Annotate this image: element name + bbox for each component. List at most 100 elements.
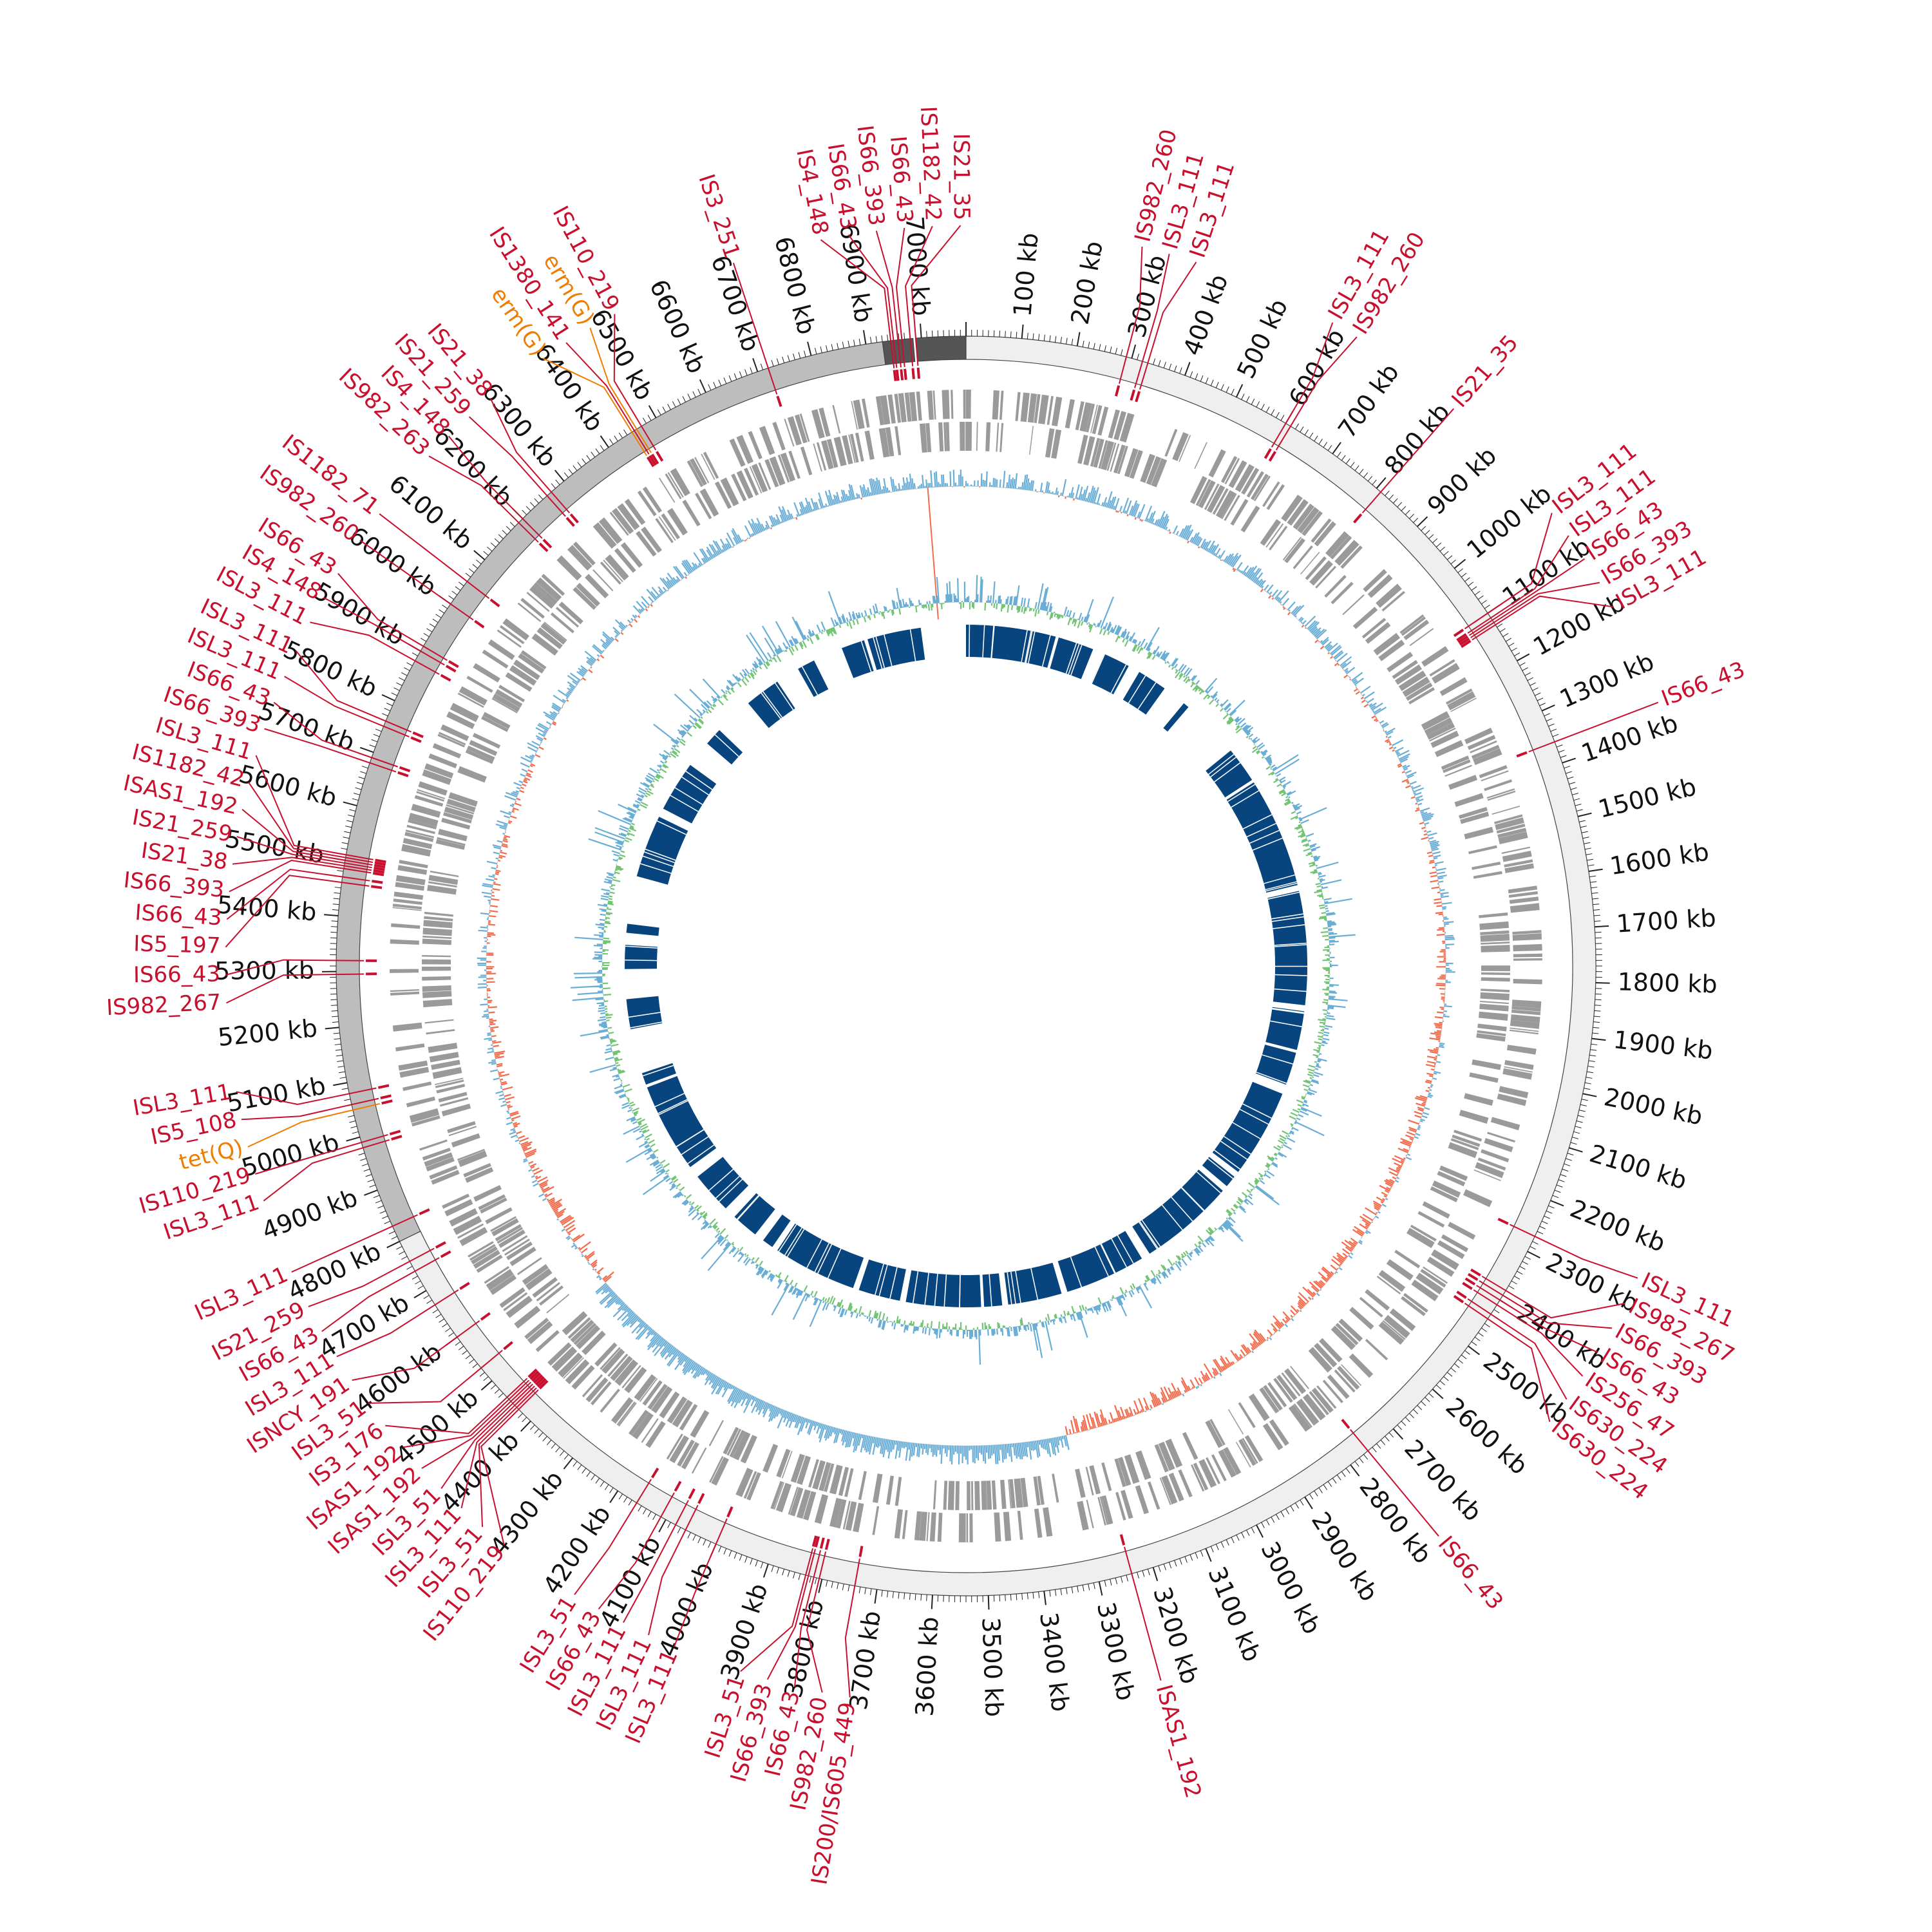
- synteny-block: [1057, 1231, 1142, 1293]
- forward-gene: [1034, 393, 1041, 424]
- synteny-block: [1122, 672, 1165, 715]
- minor-tick: [887, 1591, 889, 1598]
- forward-gene: [687, 460, 704, 488]
- minor-tick: [538, 1432, 544, 1438]
- minor-tick: [1595, 999, 1602, 1001]
- reverse-gene: [1365, 1289, 1390, 1311]
- minor-tick: [831, 344, 833, 351]
- minor-tick: [542, 1435, 547, 1442]
- minor-tick: [1530, 682, 1536, 686]
- minor-tick: [1016, 332, 1018, 339]
- reverse-gene: [655, 518, 674, 544]
- forward-gene: [1511, 1006, 1541, 1012]
- synteny-block: [1004, 1262, 1062, 1305]
- synteny-gap: [737, 1195, 760, 1220]
- synteny-block: [1206, 750, 1253, 798]
- forward-gene: [1497, 1093, 1527, 1106]
- tick-label: 3300 kb: [1092, 1600, 1141, 1703]
- synteny-gap: [889, 1267, 898, 1299]
- minor-tick: [604, 1484, 609, 1490]
- minor-tick: [1544, 713, 1551, 717]
- mobile-element-mark: [391, 1135, 402, 1141]
- tick-label: 6800 kb: [769, 234, 821, 337]
- forward-gene: [573, 542, 596, 566]
- forward-gene: [994, 1512, 1001, 1542]
- minor-tick: [718, 379, 722, 386]
- minor-tick: [1539, 703, 1546, 706]
- mobile-element-mark: [814, 1536, 820, 1548]
- minor-tick: [1110, 1578, 1112, 1586]
- minor-tick: [1535, 692, 1541, 696]
- reverse-gene: [506, 1241, 533, 1260]
- synteny-gap: [1181, 1187, 1205, 1211]
- synteny-gap: [817, 1244, 833, 1274]
- minor-tick: [1005, 330, 1006, 337]
- tick-label: 800 kb: [1379, 397, 1455, 480]
- forward-gene: [1092, 405, 1103, 435]
- synteny-gap: [827, 1248, 842, 1278]
- mobile-element-leader: [648, 1504, 699, 1636]
- reverse-gene: [1331, 1325, 1356, 1350]
- minor-tick: [1184, 1556, 1188, 1563]
- major-tick: [1376, 477, 1387, 489]
- minor-tick: [483, 551, 489, 556]
- minor-tick: [490, 542, 497, 547]
- synteny-gap: [1242, 814, 1273, 829]
- reverse-gene: [1417, 1211, 1445, 1228]
- minor-tick: [455, 586, 461, 591]
- reverse-gene: [1479, 1003, 1509, 1012]
- minor-tick: [375, 728, 382, 732]
- synteny-gap: [1210, 757, 1236, 778]
- minor-tick: [332, 1021, 339, 1023]
- mobile-element-leader: [284, 676, 410, 738]
- minor-tick: [1285, 1508, 1290, 1515]
- forward-gene: [803, 1491, 817, 1520]
- forward-gene: [1508, 886, 1538, 894]
- reverse-gene: [1394, 1249, 1421, 1269]
- minor-tick: [1314, 435, 1318, 442]
- mobile-element-leader: [844, 1558, 860, 1698]
- minor-tick: [1246, 1530, 1250, 1536]
- reverse-gene: [436, 1084, 466, 1094]
- mobile-element-leader: [323, 597, 445, 666]
- minor-tick: [1566, 771, 1572, 774]
- forward-gene: [1510, 1027, 1539, 1032]
- synteny-gap: [1070, 645, 1083, 676]
- mobile-element-mark: [1456, 633, 1467, 641]
- forward-gene: [417, 789, 446, 800]
- minor-tick: [399, 1251, 405, 1255]
- minor-tick: [1570, 787, 1577, 790]
- mobile-element-mark: [565, 516, 575, 527]
- reverse-gene: [478, 1194, 506, 1211]
- forward-gene: [502, 618, 529, 641]
- minor-tick: [412, 1276, 418, 1280]
- reverse-gene: [842, 435, 853, 465]
- reverse-gene: [749, 466, 762, 494]
- minor-tick: [472, 564, 478, 569]
- minor-tick: [652, 1514, 656, 1520]
- synteny-gap: [642, 855, 674, 867]
- forward-gene: [409, 1108, 440, 1123]
- mobile-element-mark: [375, 858, 386, 864]
- reverse-gene: [428, 1043, 458, 1054]
- minor-tick: [1527, 677, 1533, 681]
- minor-tick: [609, 439, 614, 445]
- reverse-gene: [769, 456, 786, 486]
- reverse-gene: [466, 745, 495, 761]
- forward-gene: [1034, 1508, 1043, 1539]
- major-tick: [520, 1421, 531, 1432]
- reverse-gene: [1448, 1142, 1478, 1159]
- forward-gene: [1168, 1472, 1184, 1502]
- forward-gene: [1411, 1279, 1439, 1302]
- synteny-gap: [1272, 1009, 1304, 1014]
- reverse-gene: [428, 881, 457, 888]
- reverse-gene: [965, 422, 972, 451]
- minor-tick: [776, 358, 779, 365]
- tick-label: 3600 kb: [910, 1616, 943, 1717]
- synteny-block: [748, 681, 795, 728]
- forward-gene: [1475, 1162, 1504, 1179]
- reverse-gene: [495, 689, 523, 708]
- minor-tick: [1054, 1589, 1057, 1596]
- reverse-gene: [1240, 506, 1260, 533]
- minor-tick: [647, 415, 652, 421]
